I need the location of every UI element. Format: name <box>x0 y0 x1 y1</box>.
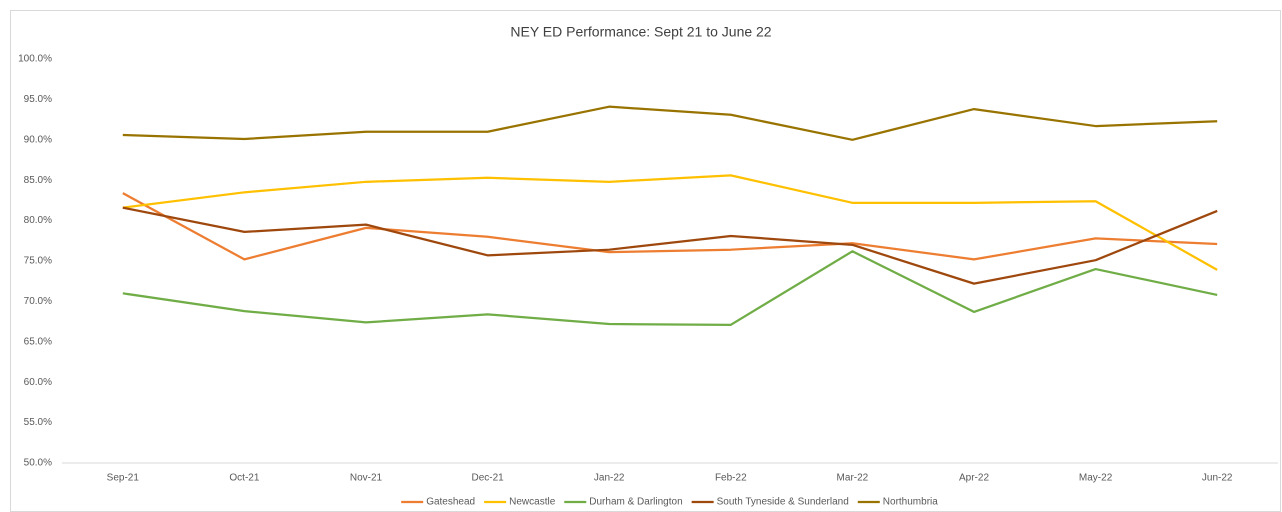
series-line <box>122 174 1218 271</box>
y-tick-label: 55.0% <box>24 417 52 428</box>
x-tick-label: Apr-22 <box>959 473 989 484</box>
x-tick-label: Oct-21 <box>229 473 259 484</box>
x-tick-label: Nov-21 <box>350 473 383 484</box>
series-line <box>122 250 1218 326</box>
legend-label: Gateshead <box>426 497 475 508</box>
legend-label: Newcastle <box>509 497 556 508</box>
y-tick-label: 90.0% <box>24 134 52 145</box>
series-line <box>122 105 1218 141</box>
legend-label: Northumbria <box>883 497 938 508</box>
y-tick-label: 100.0% <box>18 54 52 65</box>
chart-frame <box>10 10 1281 512</box>
y-tick-label: 85.0% <box>24 175 52 186</box>
x-tick-label: Sep-21 <box>107 473 140 484</box>
x-tick-label: Dec-21 <box>471 473 504 484</box>
x-tick-label: Jan-22 <box>594 473 625 484</box>
x-tick-label: Feb-22 <box>715 473 747 484</box>
x-tick-label: May-22 <box>1079 473 1113 484</box>
y-tick-label: 75.0% <box>24 256 52 267</box>
legend-label: South Tyneside & Sunderland <box>717 497 849 508</box>
y-tick-label: 95.0% <box>24 94 52 105</box>
y-tick-label: 80.0% <box>24 215 52 226</box>
y-tick-label: 60.0% <box>24 377 52 388</box>
legend-label: Durham & Darlington <box>589 497 682 508</box>
x-tick-label: Mar-22 <box>837 473 869 484</box>
series-line <box>122 192 1218 261</box>
y-tick-label: 50.0% <box>24 458 52 469</box>
chart-title: NEY ED Performance: Sept 21 to June 22 <box>510 24 771 40</box>
x-tick-label: Jun-22 <box>1202 473 1233 484</box>
y-tick-label: 70.0% <box>24 296 52 307</box>
y-tick-label: 65.0% <box>24 336 52 347</box>
series-line <box>122 206 1218 285</box>
